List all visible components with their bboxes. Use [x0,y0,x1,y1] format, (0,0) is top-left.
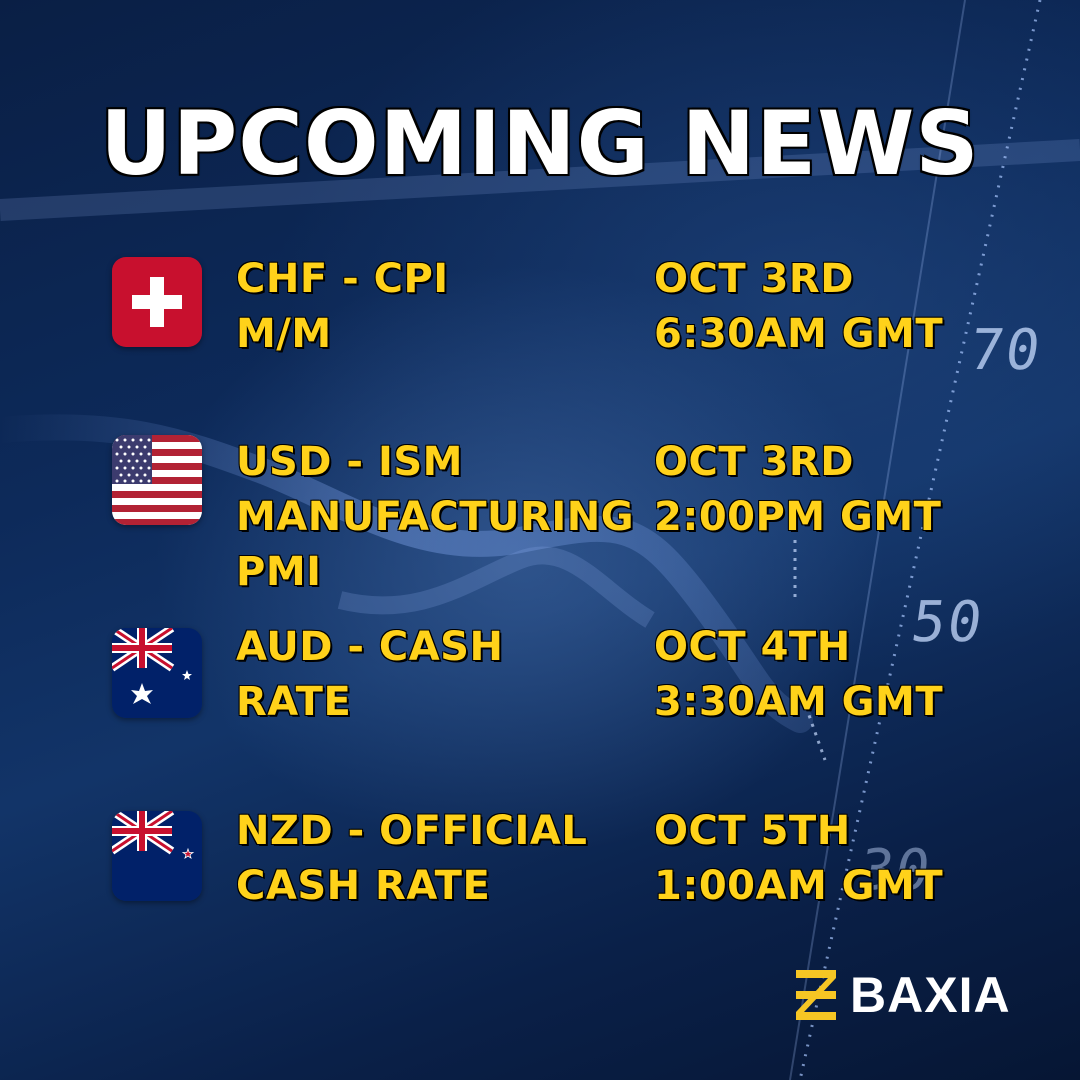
new-zealand-flag-icon [112,811,202,901]
event-name: NZD - OFFICIAL CASH RATE [236,804,636,914]
event-date: OCT 3RD [654,439,854,485]
event-name-line: AUD - CASH [236,624,504,670]
event-clock: 2:00PM GMT [654,494,942,540]
event-name-line: USD - ISM [236,439,463,485]
event-date: OCT 5TH [654,808,851,854]
switzerland-flag-icon [112,257,202,347]
event-date: OCT 4TH [654,624,851,670]
event-clock: 1:00AM GMT [654,863,944,909]
australia-flag-icon [112,628,202,718]
event-name-line: M/M [236,311,332,357]
event-time: OCT 3RD 2:00PM GMT [654,435,954,545]
usa-flag-icon [112,435,202,525]
event-date: OCT 3RD [654,256,854,302]
brand-name: BAXIA [850,967,1011,1023]
event-time: OCT 5TH 1:00AM GMT [654,804,954,914]
event-name: CHF - CPI M/M [236,252,636,362]
event-name-line: NZD - OFFICIAL [236,808,588,854]
event-name-line: PMI [236,549,322,595]
page-title: UPCOMING NEWS [100,92,980,195]
event-time: OCT 3RD 6:30AM GMT [654,252,954,362]
brand-logo: BAXIA [796,968,1036,1022]
event-name-line: MANUFACTURING [236,494,635,540]
event-clock: 3:30AM GMT [654,679,944,725]
background-tick-label: 70 [965,318,1047,383]
event-name-line: CHF - CPI [236,256,449,302]
event-name-line: CASH RATE [236,863,491,909]
event-name: AUD - CASH RATE [236,620,636,730]
baxia-logo-icon [796,970,836,1020]
event-time: OCT 4TH 3:30AM GMT [654,620,954,730]
event-name-line: RATE [236,679,352,725]
event-name: USD - ISM MANUFACTURING PMI [236,435,636,600]
event-clock: 6:30AM GMT [654,311,944,357]
